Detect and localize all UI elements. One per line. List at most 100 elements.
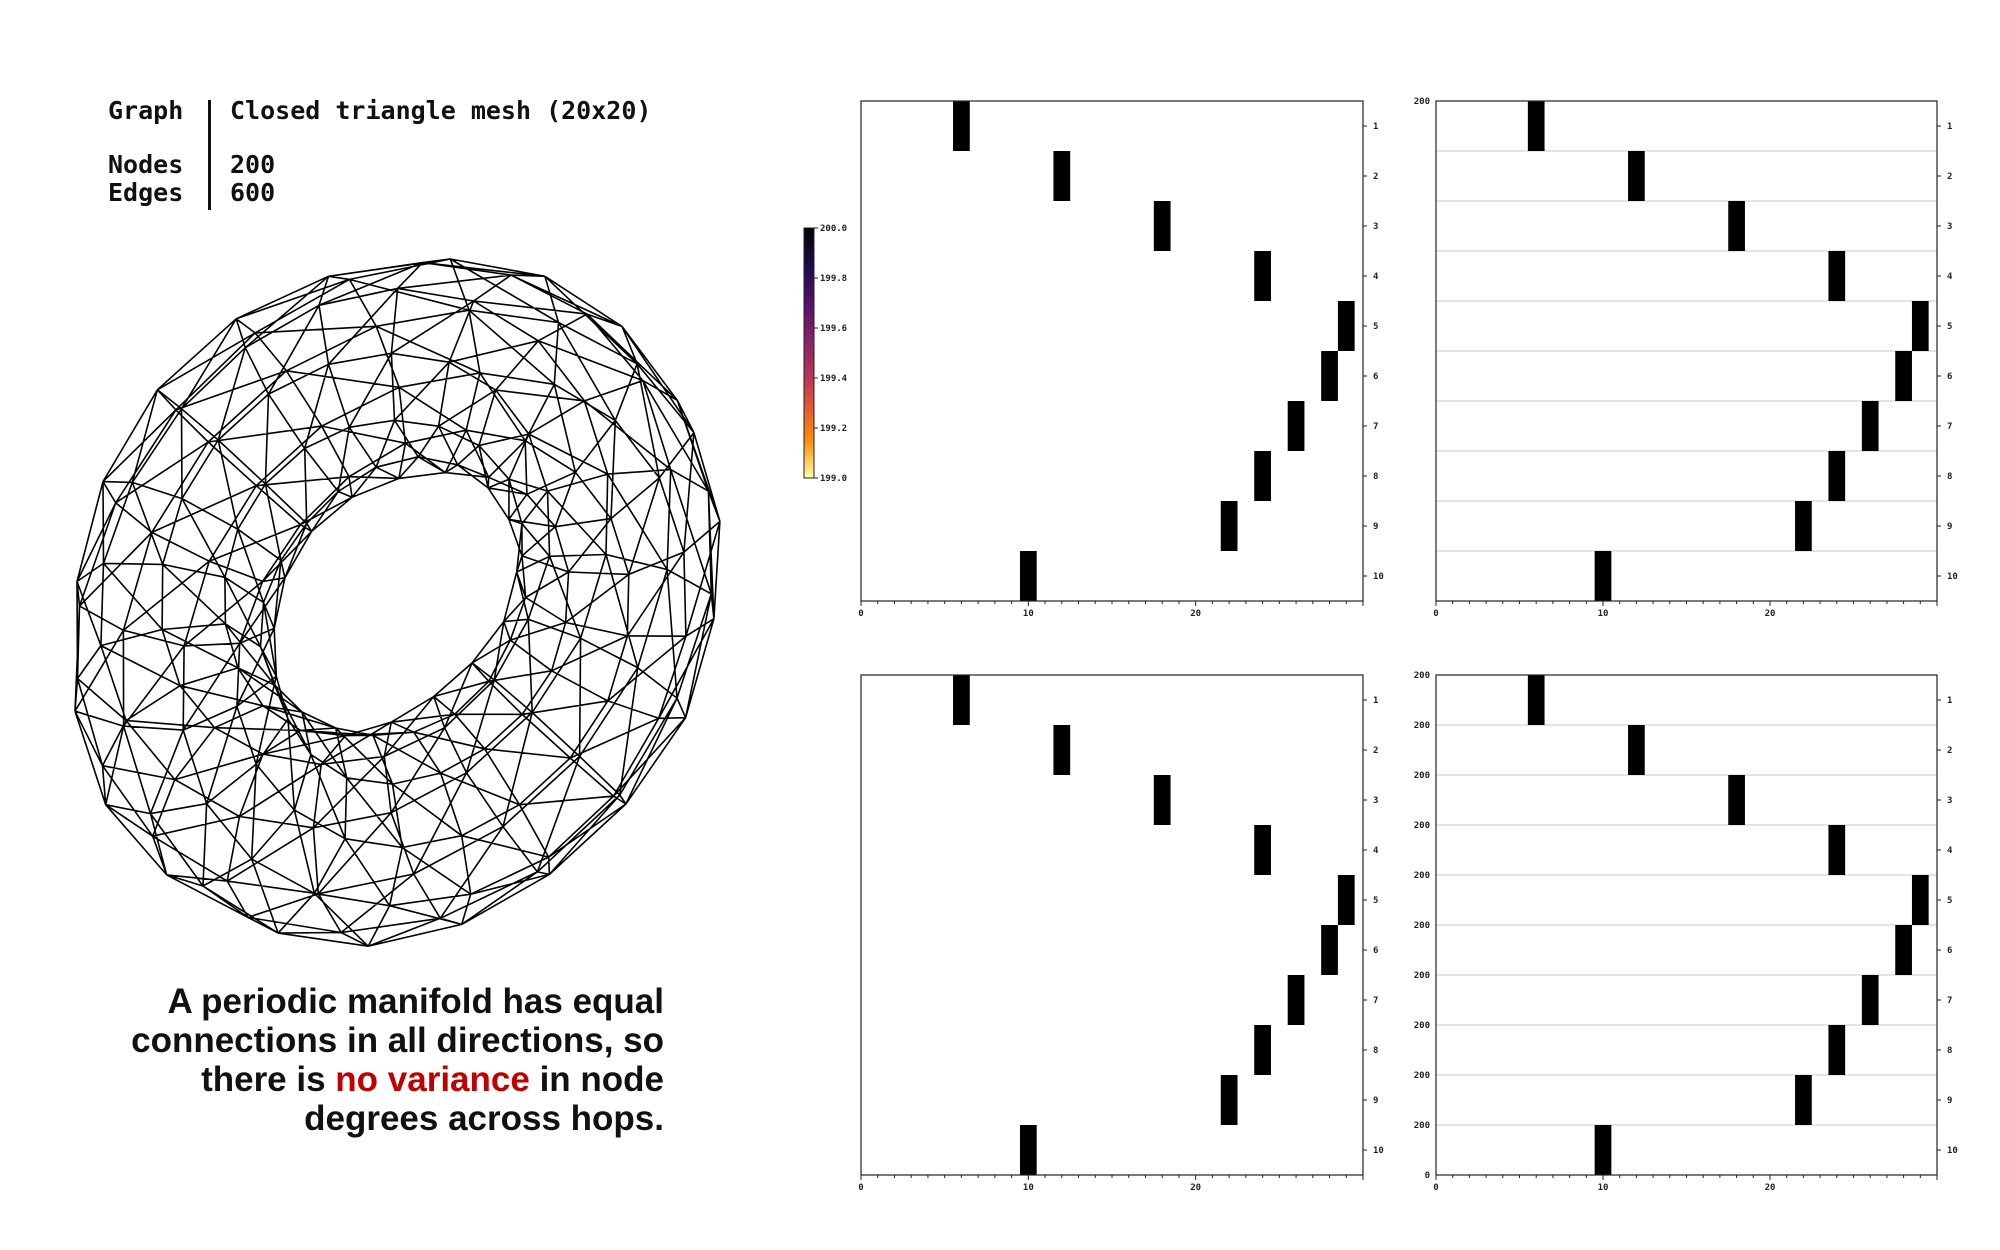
- nodes-label: Nodes: [108, 150, 184, 179]
- hop-4-degree-cell: [1254, 251, 1271, 301]
- colorbar-tick-label: 199.4: [820, 374, 848, 384]
- hop-6-degree-cell: [1321, 925, 1338, 975]
- colorbar-tick-label: 199.8: [820, 274, 847, 284]
- chart-panel-top-right: 0 10 20 1 2 3 4 5 6 7 8 9 10 200: [1414, 97, 1958, 619]
- graph-value: Closed triangle mesh (20x20): [230, 96, 652, 125]
- hop-3-degree-cell: [1153, 775, 1171, 825]
- hop-1-degree-cell: [1527, 675, 1545, 725]
- hop-label: 1: [1373, 122, 1378, 132]
- hop-label: 10: [1947, 1146, 1958, 1156]
- hop-6-degree-cell: [1895, 925, 1912, 975]
- edges-value: 600: [230, 178, 276, 207]
- x-tick-label: 0: [858, 609, 863, 619]
- hop-label: 5: [1947, 322, 1952, 332]
- y-left-tick-label: 200: [1414, 971, 1430, 981]
- hop-label: 9: [1373, 522, 1378, 532]
- hop-7-degree-cell: [1287, 401, 1305, 451]
- hop-3-degree-cell: [1153, 201, 1171, 251]
- hop-5-degree-cell: [1337, 875, 1355, 925]
- chart-panel-top-left: 0 10 20 1 2 3 4 5 6 7 8 9 10: [858, 100, 1384, 619]
- caption-line-3: there is no variance in node: [104, 1060, 664, 1099]
- hop-label: 3: [1373, 796, 1378, 806]
- hop-label: 2: [1373, 172, 1378, 182]
- hop-10-degree-cell: [1019, 1125, 1037, 1175]
- hop-label: 4: [1947, 272, 1953, 282]
- hop-label: 10: [1373, 572, 1384, 582]
- hop-4-degree-cell: [1828, 251, 1846, 301]
- colorbar-tick-label: 199.2: [820, 424, 847, 434]
- x-tick-label: 10: [1023, 1183, 1034, 1193]
- y-left-tick-label: 200: [1414, 671, 1430, 681]
- colorbar-tick-label: 199.0: [820, 474, 847, 484]
- hop-4-degree-cell: [1828, 825, 1846, 875]
- plot-area: [861, 675, 1363, 1175]
- hop-label: 3: [1373, 222, 1378, 232]
- hop-label: 3: [1947, 222, 1952, 232]
- x-tick-label: 20: [1765, 1183, 1776, 1193]
- y-left-tick-label: 200: [1414, 721, 1430, 731]
- hop-label: 7: [1947, 996, 1952, 1006]
- hop-3-degree-cell: [1728, 201, 1745, 251]
- hop-label: 6: [1947, 372, 1952, 382]
- hop-label: 8: [1947, 1046, 1952, 1056]
- colorbar-tick-label: 199.6: [820, 324, 847, 334]
- hop-label: 5: [1373, 896, 1378, 906]
- colorbar-gradient: [803, 227, 815, 479]
- hop-6-degree-cell: [1321, 351, 1338, 401]
- x-tick-label: 10: [1023, 609, 1034, 619]
- y-left-tick-label: 200: [1414, 771, 1430, 781]
- hop-6-degree-cell: [1895, 351, 1912, 401]
- chart-panel-bottom-left: 0 10 20 1 2 3 4 5 6 7 8 9 10: [858, 674, 1384, 1193]
- hop-label: 1: [1947, 696, 1952, 706]
- hop-10-degree-cell: [1594, 1125, 1612, 1175]
- hop-8-degree-cell: [1254, 451, 1271, 501]
- hop-7-degree-cell: [1861, 401, 1879, 451]
- hop-8-degree-cell: [1828, 451, 1846, 501]
- hop-label: 5: [1373, 322, 1378, 332]
- y-left-tick-label: 200: [1414, 871, 1430, 881]
- hop-9-degree-cell: [1795, 501, 1812, 551]
- hop-2-degree-cell: [1628, 725, 1645, 775]
- plot-area: [861, 101, 1363, 601]
- hop-8-degree-cell: [1254, 1025, 1271, 1075]
- hop-1-degree-cell: [953, 675, 970, 725]
- hop-label: 6: [1373, 372, 1378, 382]
- hop-label: 4: [1947, 846, 1953, 856]
- y-left-tick-label: 200: [1414, 921, 1430, 931]
- caption-highlight: no variance: [335, 1060, 530, 1099]
- caption-line-2: connections in all directions, so: [131, 1021, 664, 1060]
- torus-wireframe: [74, 258, 721, 947]
- x-tick-label: 0: [858, 1183, 863, 1193]
- hop-5-degree-cell: [1337, 301, 1355, 351]
- hop-label: 3: [1947, 796, 1952, 806]
- hop-label: 9: [1947, 1096, 1952, 1106]
- hop-5-degree-cell: [1911, 301, 1929, 351]
- hop-label: 2: [1373, 746, 1378, 756]
- colorbar: 200.0 199.8 199.6 199.4 199.2 199.0: [803, 224, 848, 484]
- hop-1-degree-cell: [953, 101, 970, 151]
- y-left-tick-label: 200: [1414, 97, 1430, 107]
- hop-2-degree-cell: [1053, 151, 1071, 201]
- hop-2-degree-cell: [1053, 725, 1071, 775]
- caption-line-4: degrees across hops.: [304, 1099, 664, 1138]
- hop-label: 8: [1373, 1046, 1378, 1056]
- x-tick-label: 20: [1765, 609, 1776, 619]
- hop-10-degree-cell: [1019, 551, 1037, 601]
- hop-label: 2: [1947, 746, 1952, 756]
- hop-5-degree-cell: [1911, 875, 1929, 925]
- y-left-tick-label: 200: [1414, 821, 1430, 831]
- hop-7-degree-cell: [1861, 975, 1879, 1025]
- x-tick-label: 10: [1598, 1183, 1609, 1193]
- y-left-tick-label: 200: [1414, 1071, 1430, 1081]
- x-tick-label: 0: [1433, 609, 1438, 619]
- x-tick-label: 0: [1433, 1183, 1438, 1193]
- y-left-tick-label: 200: [1414, 1021, 1430, 1031]
- edges-label: Edges: [108, 178, 184, 207]
- caption-line-3-start: there is: [201, 1060, 336, 1099]
- hop-4-degree-cell: [1254, 825, 1271, 875]
- hop-label: 8: [1373, 472, 1378, 482]
- hop-9-degree-cell: [1220, 501, 1238, 551]
- mesh-edges: [74, 258, 721, 947]
- x-tick-label: 10: [1598, 609, 1609, 619]
